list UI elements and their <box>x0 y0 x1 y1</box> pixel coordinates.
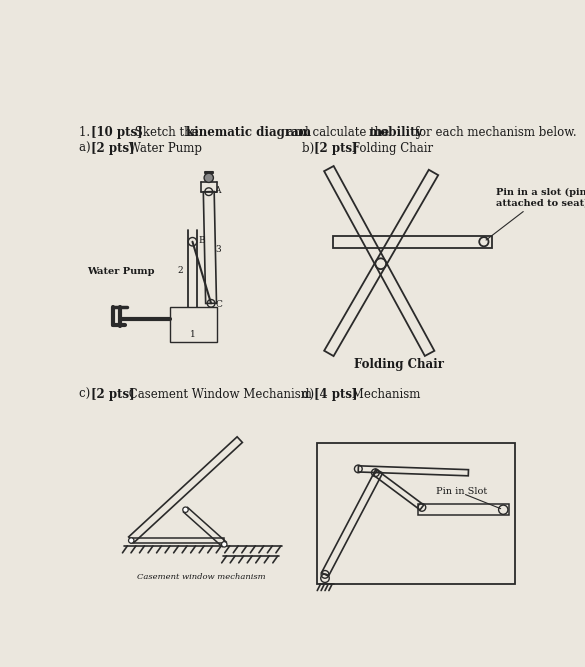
Text: Casement Window Mechanism: Casement Window Mechanism <box>125 388 312 401</box>
Text: [2 pts]: [2 pts] <box>91 141 135 155</box>
Text: c): c) <box>80 388 94 401</box>
Circle shape <box>129 538 134 543</box>
Text: 2: 2 <box>177 265 183 275</box>
Text: 3: 3 <box>215 245 221 254</box>
Text: [2 pts]: [2 pts] <box>314 141 358 155</box>
Text: a): a) <box>80 141 95 155</box>
Text: 1: 1 <box>190 329 195 339</box>
Text: Sketch the: Sketch the <box>131 126 202 139</box>
Circle shape <box>183 507 188 512</box>
Text: and calculate the: and calculate the <box>283 126 393 139</box>
Text: A: A <box>214 186 221 195</box>
Text: C: C <box>216 300 223 309</box>
Text: Mechanism: Mechanism <box>347 388 420 401</box>
Text: [2 pts]: [2 pts] <box>91 388 135 401</box>
Text: for each mechanism below.: for each mechanism below. <box>411 126 576 139</box>
Text: Pin in a slot (pin
attached to seat): Pin in a slot (pin attached to seat) <box>486 187 585 240</box>
Text: Folding Chair: Folding Chair <box>353 358 443 372</box>
Text: Folding Chair: Folding Chair <box>348 141 433 155</box>
Circle shape <box>204 173 214 183</box>
Text: b): b) <box>302 141 318 155</box>
Text: kinematic diagram: kinematic diagram <box>186 126 311 139</box>
Text: mobility: mobility <box>369 126 423 139</box>
Text: d): d) <box>302 388 318 401</box>
Text: B: B <box>199 235 205 245</box>
Text: Casement window mechanism: Casement window mechanism <box>137 573 266 581</box>
Text: 1.: 1. <box>80 126 94 139</box>
Text: Pin in Slot: Pin in Slot <box>436 488 487 496</box>
Text: [10 pts]: [10 pts] <box>91 126 143 139</box>
Text: Water Pump: Water Pump <box>87 267 155 275</box>
Circle shape <box>222 542 227 547</box>
Text: Water Pump: Water Pump <box>125 141 202 155</box>
Text: [4 pts]: [4 pts] <box>314 388 357 401</box>
